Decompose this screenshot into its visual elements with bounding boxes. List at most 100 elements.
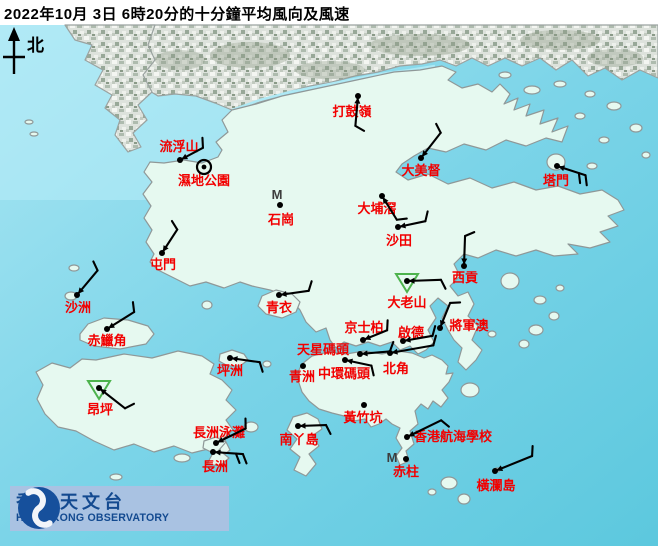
- station-dot: [403, 456, 409, 462]
- wind-barb-arrowhead: [421, 150, 428, 157]
- station-marker-0: [177, 136, 205, 163]
- wind-barb-feather: [241, 453, 248, 465]
- wind-barb-feather: [531, 444, 534, 458]
- station-marker-10: [159, 219, 179, 256]
- station-label-29: 橫瀾島: [476, 478, 515, 493]
- wind-barb-arrowhead: [496, 465, 504, 471]
- wind-barb-feather: [234, 452, 241, 464]
- station-dot: [277, 202, 283, 208]
- station-label-16: 啟德: [398, 325, 424, 340]
- station-marker-18: [342, 357, 375, 377]
- station-marker-3: [418, 122, 442, 161]
- station-marker-1: [195, 158, 213, 176]
- wind-barb-arrowhead: [364, 334, 372, 340]
- lamma-island: [286, 412, 323, 477]
- station-label-9: 大老山: [387, 295, 426, 310]
- station-marker-11: [74, 260, 99, 298]
- wind-barb-feather: [307, 280, 313, 292]
- station-label-17: 天星碼頭: [297, 342, 350, 357]
- new-territories-kowloon: [142, 65, 625, 371]
- wind-barb-arrowhead: [77, 287, 85, 294]
- station-label-18: 中環碼頭: [318, 366, 371, 381]
- hko-logo: 香港天文台 HONG KONG OBSERVATORY: [10, 486, 229, 531]
- station-label-26: 長洲: [202, 459, 228, 474]
- north-label: 北: [27, 36, 44, 55]
- station-marker-4: M: [272, 187, 283, 208]
- station-marker-15: [360, 319, 389, 343]
- station-label-10: 屯門: [150, 257, 176, 272]
- north-arrow-icon: [3, 27, 25, 74]
- wind-barb-feather: [463, 231, 476, 238]
- hong-kong-island: [297, 350, 454, 466]
- wind-barb-arrowhead: [408, 431, 416, 437]
- wind-barb-feather: [324, 423, 332, 435]
- station-label-11: 沙洲: [65, 300, 91, 315]
- station-marker-24: [86, 380, 135, 410]
- station-marker-6: [395, 210, 429, 230]
- wind-barb-feather: [435, 122, 442, 134]
- station-label-28: 赤柱: [393, 464, 419, 479]
- wind-barb-feather: [395, 217, 408, 221]
- station-label-22: 黃竹坑: [342, 410, 382, 425]
- wind-barb-arrowhead: [346, 358, 353, 365]
- wind-barb-arrowhead: [461, 258, 468, 265]
- wind-barb-feather: [439, 278, 447, 290]
- wind-barb-arrowhead: [100, 388, 107, 395]
- airport-island: [79, 317, 155, 350]
- station-marker-21: [437, 301, 462, 331]
- wind-barb-feather: [131, 301, 136, 314]
- wind-barb-feather: [431, 325, 437, 337]
- station-label-27: 香港航海學校: [413, 429, 493, 444]
- station-label-13: 青衣: [266, 300, 292, 315]
- station-marker-26: [210, 449, 248, 465]
- station-dot: [361, 402, 367, 408]
- station-marker-2: [354, 93, 366, 132]
- station-label-21: 將軍澳: [449, 318, 489, 333]
- wind-barb-arrowhead: [280, 290, 287, 297]
- logo-english: HONG KONG OBSERVATORY: [16, 512, 170, 525]
- wind-barb-arrowhead: [558, 165, 566, 172]
- station-label-4: 石崗: [267, 212, 294, 227]
- station-label-1: 濕地公園: [178, 173, 230, 188]
- station-label-23: 南丫島: [279, 432, 318, 447]
- calm-wind-icon: [195, 158, 213, 176]
- wind-barb-feather: [388, 340, 395, 353]
- station-marker-23: [295, 422, 332, 435]
- wind-barb-feather: [449, 301, 462, 305]
- wind-barb-feather: [577, 172, 582, 185]
- wind-barb-arrowhead: [354, 97, 361, 104]
- station-marker-17: [357, 340, 395, 357]
- station-marker-20: [300, 363, 306, 369]
- station-marker-5: [379, 193, 408, 221]
- wind-barb-arrowhead: [404, 336, 411, 343]
- station-label-19: 北角: [383, 361, 409, 376]
- station-label-24: 昂坪: [87, 402, 113, 417]
- wind-barb-arrowhead: [408, 277, 415, 284]
- wind-barb-arrowhead: [181, 153, 189, 160]
- station-marker-16: [400, 325, 437, 344]
- wind-barb-feather: [440, 419, 450, 428]
- station-dot: [300, 363, 306, 369]
- station-label-20: 青洲: [289, 369, 315, 384]
- station-marker-29: [492, 444, 534, 474]
- station-wind-markers: MM: [74, 93, 588, 474]
- outlying-islets: [24, 71, 651, 505]
- mainland-shenzhen: [64, 24, 658, 153]
- wind-barb-feather: [370, 364, 375, 377]
- wind-barb-arrowhead: [108, 322, 115, 329]
- tsing-yi-island: [257, 289, 301, 319]
- wind-barb-arrowhead: [361, 350, 368, 357]
- wind-barb-arrowhead: [231, 356, 238, 363]
- wind-barb-arrowhead: [214, 449, 221, 456]
- wind-barb-feather: [432, 334, 437, 347]
- station-label-14: 坪洲: [217, 363, 243, 378]
- missing-data-marker: M: [387, 450, 398, 465]
- wind-barb-feather: [92, 260, 99, 272]
- station-label-6: 沙田: [386, 233, 412, 248]
- wind-barb-feather: [201, 136, 205, 149]
- station-label-3: 大美督: [401, 163, 440, 178]
- station-marker-25: [213, 417, 247, 446]
- station-label-8: 西貢: [452, 270, 478, 285]
